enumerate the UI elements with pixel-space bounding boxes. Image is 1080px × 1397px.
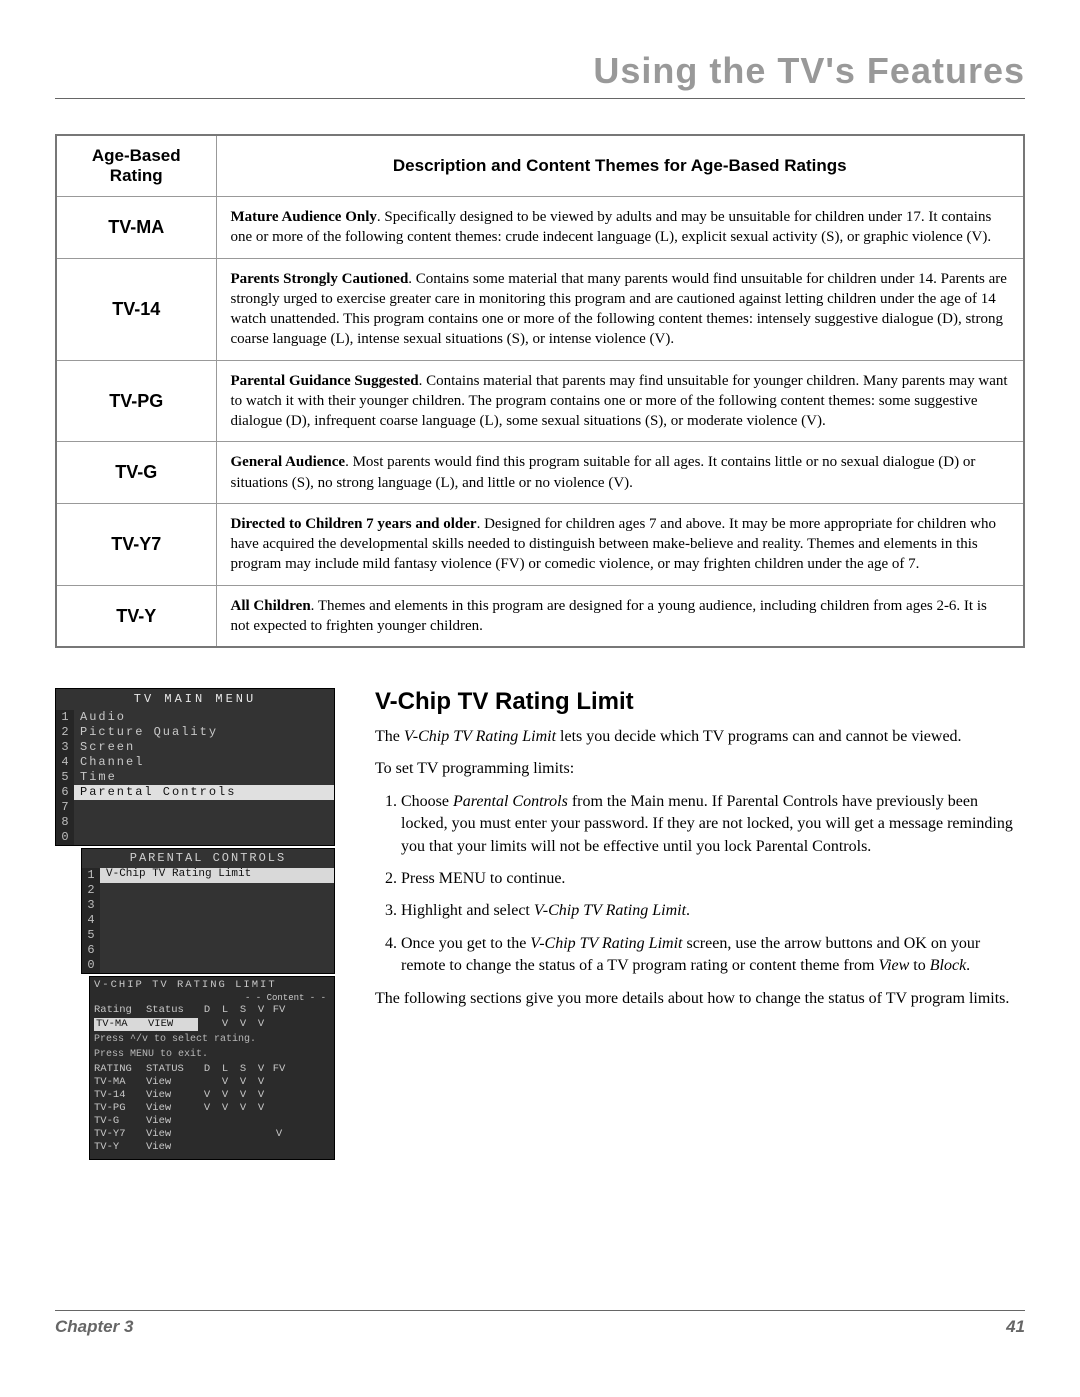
osd-submenu-item: 4 [82,913,334,928]
rating-description: Parental Guidance Suggested. Contains ma… [216,360,1024,442]
osd-grid-row: TV-GView [94,1115,330,1128]
osd-submenu-item: 5 [82,928,334,943]
instructions: V-Chip TV Rating Limit The V-Chip TV Rat… [375,688,1025,1160]
page-footer: Chapter 3 41 [55,1310,1025,1337]
osd-submenu-item: 1V-Chip TV Rating Limit [82,868,334,883]
outro-paragraph: The following sections give you more det… [375,988,1025,1010]
osd-submenu-item: 0 [82,958,334,973]
table-row: TV-GGeneral Audience. Most parents would… [56,442,1024,504]
section-heading: V-Chip TV Rating Limit [375,688,1025,716]
osd-menu-item: 8 [56,815,334,830]
step-2: Press MENU to continue. [401,868,1025,890]
osd-menu-item: 2Picture Quality [56,725,334,740]
table-row: TV-YAll Children. Themes and elements in… [56,585,1024,647]
step-3: Highlight and select V-Chip TV Rating Li… [401,900,1025,922]
rating-description: Mature Audience Only. Specifically desig… [216,197,1024,259]
rating-label: TV-PG [56,360,216,442]
rating-description: All Children. Themes and elements in thi… [216,585,1024,647]
osd-grid-row: TV-14ViewVVVV [94,1089,330,1102]
table-row: TV-PGParental Guidance Suggested. Contai… [56,360,1024,442]
rating-description: Directed to Children 7 years and older. … [216,503,1024,585]
rating-label: TV-MA [56,197,216,259]
osd-grid-row: TV-MAViewVVV [94,1076,330,1089]
rating-description: Parents Strongly Cautioned. Contains som… [216,258,1024,360]
lead-in: To set TV programming limits: [375,758,1025,780]
osd-menu-item: 4Channel [56,755,334,770]
osd-menu-item: 7 [56,800,334,815]
osd-submenu-item: 6 [82,943,334,958]
tv-menu-screenshot: TV MAIN MENU 1Audio2Picture Quality3Scre… [55,688,335,1160]
ratings-table: Age-Based Rating Description and Content… [55,134,1025,648]
osd-menu-item: 1Audio [56,710,334,725]
osd-menu-item: 3Screen [56,740,334,755]
ratings-header-rating: Age-Based Rating [56,135,216,197]
rating-label: TV-Y7 [56,503,216,585]
rating-description: General Audience. Most parents would fin… [216,442,1024,504]
rating-label: TV-G [56,442,216,504]
rating-label: TV-Y [56,585,216,647]
rating-label: TV-14 [56,258,216,360]
osd-menu-item: 0 [56,830,334,845]
osd-hint-2: Press MENU to exit. [94,1049,330,1062]
osd-grid-row: TV-YView [94,1141,330,1154]
osd-grid-content-label: - - Content - - [94,993,326,1004]
osd-grid-row: TV-Y7ViewV [94,1128,330,1141]
page-title: Using the TV's Features [55,50,1025,99]
step-4: Once you get to the V-Chip TV Rating Lim… [401,933,1025,978]
osd-grid-row: TV-PGViewVVVV [94,1102,330,1115]
intro-paragraph: The V-Chip TV Rating Limit lets you deci… [375,726,1025,748]
steps-list: Choose Parental Controls from the Main m… [375,791,1025,978]
step-1: Choose Parental Controls from the Main m… [401,791,1025,858]
osd-grid-title: V-CHIP TV RATING LIMIT [94,979,330,992]
osd-submenu-item: 3 [82,898,334,913]
osd-submenu-item: 2 [82,883,334,898]
osd-main-title: TV MAIN MENU [56,689,334,710]
table-row: TV-Y7Directed to Children 7 years and ol… [56,503,1024,585]
table-row: TV-MAMature Audience Only. Specifically … [56,197,1024,259]
osd-sub-title: PARENTAL CONTROLS [82,849,334,868]
osd-menu-item: 5Time [56,770,334,785]
page-number: 41 [1006,1317,1025,1337]
ratings-header-desc: Description and Content Themes for Age-B… [216,135,1024,197]
osd-hint-1: Press ^/v to select rating. [94,1034,330,1047]
table-row: TV-14Parents Strongly Cautioned. Contain… [56,258,1024,360]
osd-vchip-grid: V-CHIP TV RATING LIMIT - - Content - - R… [89,976,335,1160]
osd-menu-item: 6Parental Controls [56,785,334,800]
chapter-label: Chapter 3 [55,1317,133,1337]
